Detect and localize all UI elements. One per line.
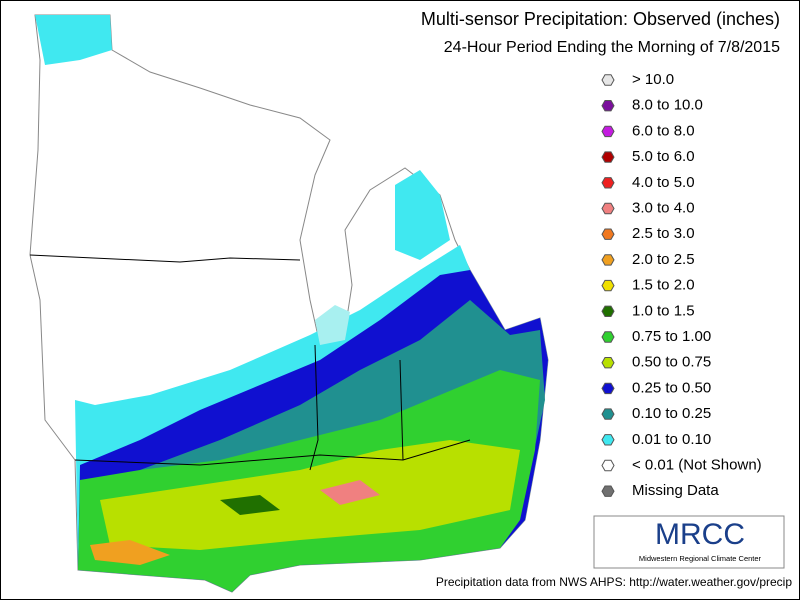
legend-label: 6.0 to 8.0 — [632, 122, 695, 139]
legend-swatch — [601, 485, 615, 497]
legend-swatch — [601, 382, 615, 395]
precip-pink — [320, 480, 380, 505]
logo-name: MRCC — [655, 518, 745, 551]
legend: > 10.0 8.0 to 10.0 6.0 to 8.0 5.0 to 6.0 4.0… — [601, 71, 762, 499]
legend-swatch — [601, 177, 615, 189]
legend-label: > 10.0 — [632, 71, 674, 88]
legend-swatch — [601, 279, 615, 292]
legend-swatch — [601, 74, 615, 86]
legend-label: 0.10 to 0.25 — [632, 405, 711, 422]
logo: MRCC Midwestern Regional Climate Center — [593, 515, 785, 569]
lake-cyan — [315, 305, 350, 345]
state-border — [399, 359, 404, 461]
legend-label: 2.5 to 3.0 — [632, 225, 695, 242]
legend-swatch — [601, 357, 615, 369]
legend-swatch — [601, 408, 615, 420]
precip-north-cyan — [35, 15, 112, 65]
precip-orange — [90, 540, 170, 565]
legend-swatch — [601, 125, 615, 138]
precip-east-cyan — [395, 170, 450, 260]
legend-label: 1.0 to 1.5 — [632, 302, 695, 319]
legend-label: 0.01 to 0.10 — [632, 431, 711, 448]
legend-swatch — [601, 434, 615, 446]
state-border — [74, 439, 471, 466]
logo-subtitle: Midwestern Regional Climate Center — [639, 554, 762, 563]
legend-label: 1.5 to 2.0 — [632, 277, 695, 294]
legend-label: 2.0 to 2.5 — [632, 251, 695, 268]
map — [29, 14, 549, 593]
legend-label: 8.0 to 10.0 — [632, 97, 703, 114]
precip-yellowgreen — [100, 440, 520, 550]
legend-label: 4.0 to 5.0 — [632, 174, 695, 191]
subtitle: 24-Hour Period Ending the Morning of 7/8… — [444, 39, 780, 56]
legend-label: 0.25 to 0.50 — [632, 379, 711, 396]
legend-swatch — [601, 459, 615, 472]
legend-label: 5.0 to 6.0 — [632, 148, 695, 165]
legend-swatch — [601, 228, 615, 240]
legend-swatch — [601, 305, 615, 317]
logo-box — [593, 515, 785, 569]
legend-label: 0.50 to 0.75 — [632, 354, 711, 371]
legend-swatch — [601, 151, 615, 163]
state-border — [309, 344, 319, 471]
state-border — [29, 254, 301, 263]
title: Multi-sensor Precipitation: Observed (in… — [421, 9, 780, 29]
legend-swatch — [601, 202, 615, 215]
legend-label: 3.0 to 4.0 — [632, 199, 695, 216]
legend-swatch — [601, 331, 615, 343]
legend-label: < 0.01 (Not Shown) — [632, 456, 762, 473]
legend-label: 0.75 to 1.00 — [632, 328, 711, 345]
legend-label: Missing Data — [632, 482, 719, 499]
footer: Precipitation data from NWS AHPS: http:/… — [436, 575, 792, 589]
precip-darkgreen — [220, 495, 280, 515]
legend-swatch — [601, 254, 615, 266]
legend-swatch — [601, 100, 615, 112]
